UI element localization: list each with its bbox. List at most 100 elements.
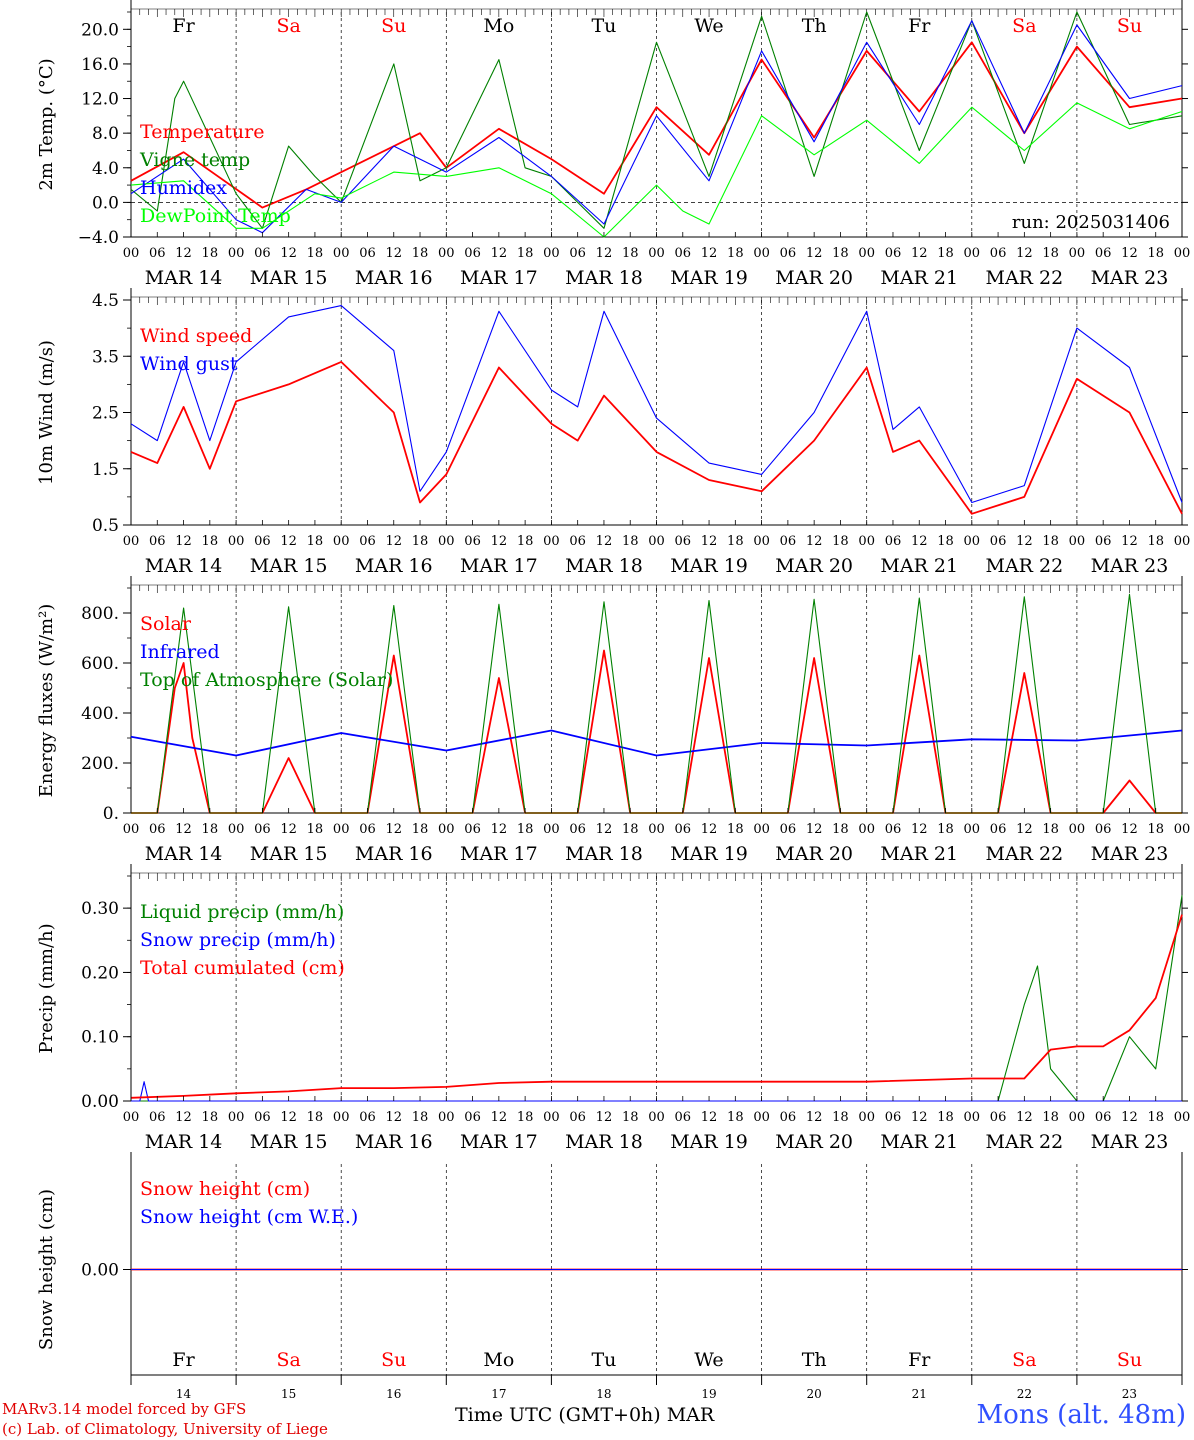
hour-tick-label: 06	[675, 822, 692, 837]
hour-tick-label: 00	[964, 246, 981, 261]
hour-tick-label: 18	[202, 1110, 219, 1125]
series-line-2	[130, 20, 1183, 234]
hour-tick-label: 18	[1147, 822, 1164, 837]
hour-tick-label: 06	[885, 822, 902, 837]
hour-tick-label: 12	[491, 822, 508, 837]
hour-tick-label: 00	[333, 246, 350, 261]
series-line-0	[131, 895, 1183, 1102]
y-tick-label: 0.10	[81, 1028, 119, 1048]
hour-tick-label: 12	[911, 1110, 928, 1125]
y-axis-label: Energy fluxes (W/m²)	[36, 604, 57, 798]
date-label: MAR 17	[460, 555, 538, 577]
hour-tick-label: 12	[280, 1110, 297, 1125]
series-line-1	[130, 11, 1183, 229]
hour-tick-label: 18	[412, 822, 429, 837]
series-line-0	[130, 360, 1183, 515]
hour-tick-label: 18	[202, 822, 219, 837]
hour-tick-label: 00	[1069, 822, 1086, 837]
series-line-1	[131, 1081, 1182, 1102]
day-number-label: 23	[1122, 1387, 1137, 1401]
date-label: MAR 15	[250, 843, 328, 865]
hour-tick-label: 00	[858, 534, 875, 549]
day-number-label: 19	[701, 1387, 716, 1401]
hour-tick-label: 12	[806, 534, 823, 549]
y-tick-label: 0.0	[92, 193, 119, 213]
hour-tick-label: 00	[228, 1110, 245, 1125]
station-name: Mons (alt. 48m)	[976, 1400, 1186, 1430]
date-label: MAR 14	[145, 267, 223, 289]
day-number-label: 16	[386, 1387, 401, 1401]
day-number-label: 18	[596, 1387, 611, 1401]
hour-tick-label: 12	[806, 1110, 823, 1125]
hour-tick-label: 18	[937, 246, 954, 261]
hour-tick-label: 12	[1016, 534, 1033, 549]
hour-tick-label: 12	[491, 534, 508, 549]
hour-tick-label: 06	[990, 246, 1007, 261]
panel-3: 0. 200. 400. 600. 800. Energy fluxes (W/m²) So…	[36, 576, 1190, 865]
hour-tick-label: 12	[1121, 822, 1138, 837]
hour-tick-label: 06	[885, 1110, 902, 1125]
hour-tick-label: 18	[622, 1110, 639, 1125]
hour-tick-label: 12	[1121, 246, 1138, 261]
hour-tick-label: 18	[202, 534, 219, 549]
hour-tick-label: 06	[885, 246, 902, 261]
hour-tick-label: 12	[280, 246, 297, 261]
y-axis-label: Precip (mm/h)	[36, 923, 57, 1053]
hour-tick-label: 12	[701, 534, 718, 549]
hour-tick-label: 06	[254, 246, 271, 261]
y-tick-label: 0.00	[81, 1261, 119, 1281]
date-label: MAR 23	[1091, 555, 1169, 577]
hour-tick-label: 18	[832, 1110, 849, 1125]
hour-tick-label: 00	[333, 822, 350, 837]
hour-tick-label: 00	[543, 534, 560, 549]
legend-entry-0: Wind speed	[140, 325, 252, 347]
date-label: MAR 17	[460, 843, 538, 865]
hour-tick-label: 06	[569, 534, 586, 549]
hour-tick-label: 12	[491, 1110, 508, 1125]
hour-tick-label: 06	[780, 1110, 797, 1125]
hour-tick-label: 06	[569, 822, 586, 837]
hour-tick-label: 00	[438, 822, 455, 837]
hour-tick-label: 12	[911, 534, 928, 549]
hour-tick-label: 18	[517, 246, 534, 261]
weekday-label: Th	[802, 15, 827, 37]
weekday-label: We	[694, 15, 723, 37]
y-tick-label: 800.	[81, 604, 119, 624]
day-number-label: 22	[1017, 1387, 1032, 1401]
hour-tick-label: 00	[753, 534, 770, 549]
date-label: MAR 21	[880, 267, 958, 289]
hour-tick-label: 12	[491, 246, 508, 261]
date-label: MAR 21	[880, 1131, 958, 1153]
hour-tick-label: 18	[727, 246, 744, 261]
hour-tick-label: 18	[202, 246, 219, 261]
hour-tick-label: 12	[701, 1110, 718, 1125]
hour-tick-label: 00	[648, 1110, 665, 1125]
date-label: MAR 21	[880, 555, 958, 577]
hour-tick-label: 06	[149, 534, 166, 549]
hour-tick-label: 06	[254, 822, 271, 837]
hour-tick-label: 12	[385, 246, 402, 261]
y-tick-label: 0.20	[81, 963, 119, 983]
hour-tick-label: 00	[1174, 822, 1191, 837]
hour-tick-label: 00	[1069, 246, 1086, 261]
hour-tick-label: 18	[937, 1110, 954, 1125]
hour-tick-label: 18	[1147, 534, 1164, 549]
hour-tick-label: 12	[596, 822, 613, 837]
legend-entry-0: Liquid precip (mm/h)	[140, 901, 344, 923]
y-tick-label: 400.	[81, 704, 119, 724]
hour-tick-label: 18	[727, 534, 744, 549]
hour-tick-label: 18	[412, 534, 429, 549]
hour-tick-label: 06	[1095, 822, 1112, 837]
date-label: MAR 19	[670, 843, 748, 865]
series-line-1	[130, 305, 1183, 504]
series-line-0	[130, 41, 1183, 209]
hour-tick-label: 06	[990, 1110, 1007, 1125]
weekday-label-bottom: Fr	[172, 1349, 195, 1371]
day-number-label: 17	[491, 1387, 506, 1401]
hour-tick-label: 18	[307, 246, 324, 261]
hour-tick-label: 00	[648, 534, 665, 549]
hour-tick-label: 12	[701, 246, 718, 261]
hour-tick-label: 06	[1095, 1110, 1112, 1125]
hour-tick-label: 06	[254, 1110, 271, 1125]
hour-tick-label: 00	[858, 822, 875, 837]
